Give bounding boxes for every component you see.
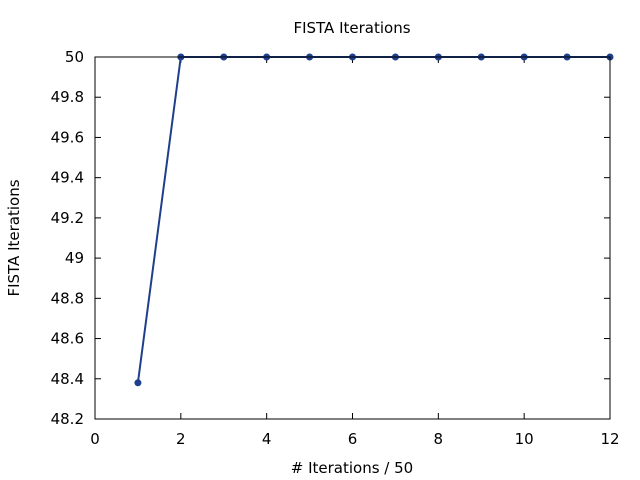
y-tick-label: 49.6 — [51, 128, 84, 146]
x-tick-label: 8 — [434, 430, 444, 448]
x-tick-label: 6 — [348, 430, 358, 448]
y-tick-label: 48.4 — [51, 370, 84, 388]
x-axis-label: # Iterations / 50 — [291, 459, 413, 477]
y-tick-label: 50 — [65, 48, 84, 66]
x-tick-label: 10 — [515, 430, 534, 448]
series-line — [136, 56, 610, 383]
axis-ticks — [94, 56, 611, 420]
y-tick-label: 49 — [65, 249, 84, 267]
y-tick-label: 49.2 — [51, 209, 84, 227]
y-tick-label: 48.2 — [51, 410, 84, 428]
y-axis-label: FISTA Iterations — [5, 179, 23, 296]
plot-frame — [94, 56, 611, 420]
y-tick-label: 49.8 — [51, 88, 84, 106]
x-tick-label: 2 — [176, 430, 186, 448]
y-tick-label: 49.4 — [51, 169, 84, 187]
data-point — [134, 379, 142, 387]
axis-tick-labels: 0 2 4 6 8 10 12 48.2 48.4 48.6 48.8 49 49.2 49.4 49.6 4… — [51, 48, 620, 448]
x-tick-label: 0 — [90, 430, 100, 448]
y-tick-label: 48.8 — [51, 289, 84, 307]
x-tick-label: 12 — [600, 430, 619, 448]
chart-title: FISTA Iterations — [293, 19, 410, 37]
x-tick-label: 4 — [262, 430, 272, 448]
plot-series — [134, 53, 614, 387]
y-tick-label: 48.6 — [51, 330, 84, 348]
